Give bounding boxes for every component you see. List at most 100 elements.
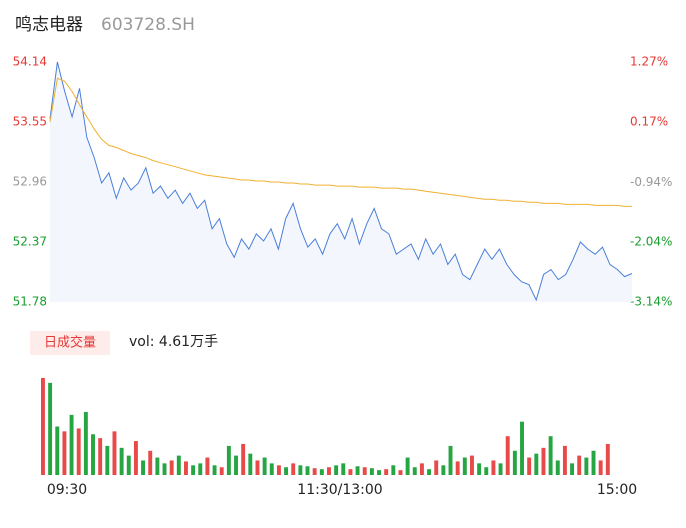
volume-bar	[141, 460, 146, 475]
volume-bar	[562, 445, 567, 475]
volume-bar	[241, 443, 246, 475]
volume-bar	[76, 428, 81, 475]
volume-bar	[598, 460, 603, 475]
volume-bar	[226, 445, 231, 475]
x-tick-label: 15:00	[597, 482, 637, 498]
volume-bar	[355, 466, 360, 475]
volume-bar	[555, 460, 560, 475]
volume-bar	[584, 457, 589, 475]
volume-bar	[269, 463, 274, 475]
volume-bar	[505, 436, 510, 475]
y-tick-label: 51.78	[13, 295, 47, 309]
volume-bar	[412, 467, 417, 475]
volume-bar	[48, 382, 53, 475]
volume-bar	[133, 441, 138, 475]
stock-name: 鸣志电器	[15, 15, 83, 35]
volume-bar	[384, 469, 389, 475]
volume-bar	[219, 467, 224, 475]
volume-bar	[477, 463, 482, 475]
volume-bar	[55, 426, 60, 475]
volume-tab[interactable]	[30, 331, 110, 355]
volume-bar	[534, 453, 539, 475]
volume-bar	[341, 463, 346, 475]
volume-bar	[398, 470, 403, 475]
volume-bar	[69, 414, 74, 475]
volume-bar	[591, 450, 596, 475]
y2-tick-label: -2.04%	[630, 235, 672, 249]
stock-code: 603728.SH	[101, 15, 195, 35]
volume-bar	[527, 457, 532, 475]
volume-bar	[298, 465, 303, 475]
x-tick-label: 11:30/13:00	[297, 482, 382, 498]
y2-tick-label: -3.14%	[630, 295, 672, 309]
volume-bar	[448, 445, 453, 475]
volume-bar	[520, 421, 524, 475]
volume-title: 日成交量	[44, 335, 96, 351]
volume-bar	[470, 455, 474, 475]
volume-bar	[441, 465, 446, 475]
y-tick-label: 53.55	[13, 115, 47, 129]
volume-bar	[369, 468, 374, 475]
volume-bar	[334, 465, 339, 475]
volume-bar	[577, 455, 582, 475]
x-tick-label: 09:30	[47, 482, 87, 498]
volume-annotation: vol: 4.61万手	[129, 334, 218, 350]
volume-bar	[391, 465, 396, 475]
y-tick-label: 54.14	[13, 55, 47, 69]
volume-bar	[198, 463, 203, 475]
price-area	[50, 62, 632, 302]
volume-bar	[98, 438, 103, 475]
y2-tick-label: 0.17%	[630, 114, 668, 128]
volume-bar	[419, 463, 424, 475]
y2-tick-label: -0.94%	[630, 175, 672, 189]
volume-bar	[512, 450, 517, 475]
volume-bar	[605, 443, 610, 475]
volume-bar	[105, 445, 110, 475]
volume-bar	[284, 467, 289, 475]
volume-bar	[262, 457, 267, 475]
y-tick-label: 52.96	[13, 175, 47, 189]
volume-bar	[155, 457, 160, 475]
volume-bar	[434, 460, 439, 475]
volume-bar	[248, 453, 253, 475]
volume-bar	[405, 457, 410, 475]
volume-bar	[191, 465, 196, 475]
volume-bar	[548, 436, 553, 475]
y-tick-label: 52.37	[13, 235, 47, 249]
volume-bar	[570, 463, 575, 475]
volume-bar	[327, 467, 331, 475]
volume-bar	[319, 469, 324, 475]
volume-bar	[184, 461, 188, 475]
volume-bar	[148, 450, 153, 475]
volume-bar	[205, 457, 210, 475]
volume-bar	[498, 463, 503, 475]
volume-bar	[126, 455, 131, 475]
volume-bar	[119, 447, 124, 475]
volume-bar	[169, 460, 174, 475]
y2-tick-label: 1.27%	[630, 55, 668, 69]
volume-bar	[455, 461, 460, 475]
price-line	[49, 61, 633, 302]
volume-bar	[484, 467, 489, 475]
volume-bar	[112, 431, 117, 475]
average-line	[49, 77, 632, 207]
volume-bar	[362, 467, 367, 475]
volume-bar	[348, 469, 353, 475]
volume-bar	[276, 465, 281, 475]
volume-bar	[41, 378, 45, 475]
volume-bar	[234, 455, 238, 475]
volume-bar	[427, 469, 432, 475]
volume-bar	[62, 431, 67, 475]
volume-bar	[162, 463, 167, 475]
volume-bar	[491, 460, 496, 475]
volume-bar	[312, 468, 317, 475]
volume-bar	[83, 411, 88, 475]
volume-bar	[255, 460, 260, 475]
volume-bar	[176, 455, 181, 475]
volume-bar	[541, 447, 546, 475]
volume-bar	[377, 470, 381, 475]
volume-bar	[462, 457, 467, 475]
volume-bar	[305, 466, 310, 475]
volume-bar	[91, 434, 95, 475]
